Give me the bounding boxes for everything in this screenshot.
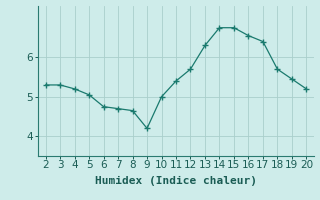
X-axis label: Humidex (Indice chaleur): Humidex (Indice chaleur): [95, 176, 257, 186]
